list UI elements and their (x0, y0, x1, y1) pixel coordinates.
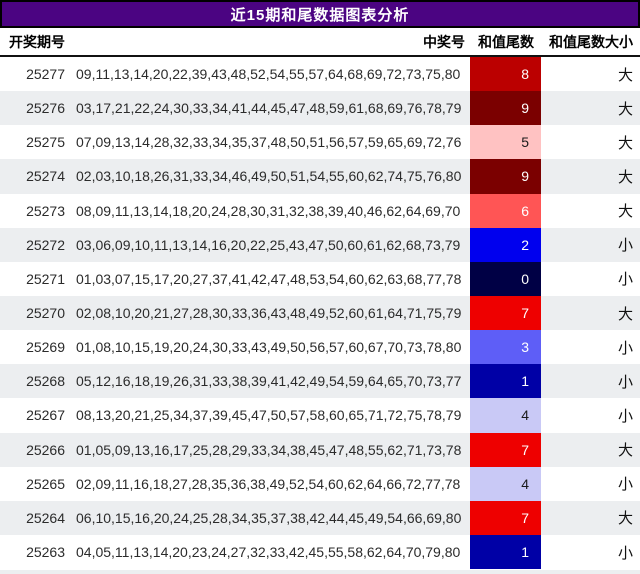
tail-value-cell: 9 (470, 159, 541, 194)
tail-value-cell: 5 (470, 125, 541, 160)
table-row: 25277 09,11,13,14,20,22,39,43,48,52,54,5… (0, 57, 640, 92)
period-cell: 25265 (26, 475, 65, 492)
period-cell: 25275 (26, 134, 65, 151)
table-row: 25274 02,03,10,18,26,31,33,34,46,49,50,5… (0, 159, 640, 194)
lottery-table: 25277 09,11,13,14,20,22,39,43,48,52,54,5… (0, 57, 640, 570)
size-cell: 大 (617, 305, 633, 323)
numbers-cell: 02,03,10,18,26,31,33,34,46,49,50,51,54,5… (76, 168, 462, 185)
table-row: 25265 02,09,11,16,18,27,28,35,36,38,49,5… (0, 466, 640, 501)
size-cell: 小 (617, 544, 633, 562)
table-row: 25264 06,10,15,16,20,24,25,28,34,35,37,3… (0, 500, 640, 535)
header-period: 开奖期号 (9, 33, 65, 50)
period-cell: 25271 (26, 270, 65, 287)
bottom-strip (0, 569, 640, 574)
tail-value-cell: 0 (470, 261, 541, 296)
size-cell: 大 (617, 134, 633, 152)
table-header: 开奖期号 中奖号 和值尾数 和值尾数大小 (0, 28, 640, 57)
tail-value-cell: 1 (470, 364, 541, 399)
size-cell: 小 (617, 407, 633, 425)
numbers-cell: 08,09,11,13,14,18,20,24,28,30,31,32,38,3… (76, 202, 461, 219)
numbers-cell: 01,05,09,13,16,17,25,28,29,33,34,38,45,4… (76, 441, 462, 458)
numbers-cell: 04,05,11,13,14,20,23,24,27,32,33,42,45,5… (76, 544, 461, 561)
header-numbers: 中奖号 (423, 33, 465, 50)
numbers-cell: 07,09,13,14,28,32,33,34,35,37,48,50,51,5… (76, 134, 462, 151)
size-cell: 小 (617, 271, 633, 289)
table-row: 25270 02,08,10,20,21,27,28,30,33,36,43,4… (0, 295, 640, 331)
page-title: 近15期和尾数据图表分析 (0, 0, 640, 28)
numbers-cell: 03,06,09,10,11,13,14,16,20,22,25,43,47,5… (76, 236, 461, 253)
size-cell: 小 (617, 476, 633, 494)
header-size: 和值尾数大小 (549, 33, 633, 50)
table-row: 25263 04,05,11,13,14,20,23,24,27,32,33,4… (0, 534, 640, 570)
table-row: 25276 03,17,21,22,24,30,33,34,41,44,45,4… (0, 91, 640, 126)
numbers-cell: 09,11,13,14,20,22,39,43,48,52,54,55,57,6… (76, 66, 461, 83)
numbers-cell: 06,10,15,16,20,24,25,28,34,35,37,38,42,4… (76, 509, 462, 526)
tail-value-cell: 6 (470, 193, 541, 228)
period-cell: 25272 (26, 236, 65, 253)
table-row: 25268 05,12,16,18,19,26,31,33,38,39,41,4… (0, 364, 640, 399)
table-row: 25267 08,13,20,21,25,34,37,39,45,47,50,5… (0, 398, 640, 433)
period-cell: 25274 (26, 168, 65, 185)
tail-value-cell: 2 (470, 227, 541, 262)
period-cell: 25266 (26, 441, 65, 458)
table-row: 25271 01,03,07,15,17,20,27,37,41,42,47,4… (0, 261, 640, 296)
size-cell: 大 (617, 168, 633, 186)
size-cell: 小 (617, 237, 633, 255)
numbers-cell: 01,08,10,15,19,20,24,30,33,43,49,50,56,5… (76, 339, 462, 356)
header-tail: 和值尾数 (478, 33, 534, 50)
table-row: 25272 03,06,09,10,11,13,14,16,20,22,25,4… (0, 227, 640, 262)
period-cell: 25268 (26, 373, 65, 390)
tail-value-cell: 7 (470, 295, 541, 331)
size-cell: 大 (617, 510, 633, 528)
table-row: 25273 08,09,11,13,14,18,20,24,28,30,31,3… (0, 193, 640, 228)
size-cell: 小 (617, 373, 633, 391)
tail-value-cell: 3 (470, 330, 541, 365)
tail-value-cell: 7 (470, 432, 541, 467)
period-cell: 25273 (26, 202, 65, 219)
numbers-cell: 02,09,11,16,18,27,28,35,36,38,49,52,54,6… (76, 475, 461, 492)
period-cell: 25269 (26, 339, 65, 356)
tail-value-cell: 7 (470, 500, 541, 535)
table-row: 25269 01,08,10,15,19,20,24,30,33,43,49,5… (0, 330, 640, 365)
size-cell: 小 (617, 339, 633, 357)
table-row: 25266 01,05,09,13,16,17,25,28,29,33,34,3… (0, 432, 640, 467)
period-cell: 25267 (26, 407, 65, 424)
period-cell: 25270 (26, 305, 65, 322)
size-cell: 大 (617, 203, 633, 221)
tail-value-cell: 1 (470, 534, 541, 570)
numbers-cell: 03,17,21,22,24,30,33,34,41,44,45,47,48,5… (76, 100, 462, 117)
numbers-cell: 01,03,07,15,17,20,27,37,41,42,47,48,53,5… (76, 270, 462, 287)
tail-value-cell: 8 (470, 57, 541, 92)
page-title-text: 近15期和尾数据图表分析 (230, 6, 410, 24)
period-cell: 25264 (26, 509, 65, 526)
size-cell: 大 (617, 66, 633, 84)
tail-value-cell: 4 (470, 466, 541, 501)
tail-value-cell: 4 (470, 398, 541, 433)
period-cell: 25277 (26, 66, 65, 83)
size-cell: 大 (617, 100, 633, 118)
numbers-cell: 05,12,16,18,19,26,31,33,38,39,41,42,49,5… (76, 373, 462, 390)
size-cell: 大 (617, 442, 633, 460)
tail-value-cell: 9 (470, 91, 541, 126)
numbers-cell: 08,13,20,21,25,34,37,39,45,47,50,57,58,6… (76, 407, 462, 424)
period-cell: 25276 (26, 100, 65, 117)
numbers-cell: 02,08,10,20,21,27,28,30,33,36,43,48,49,5… (76, 305, 462, 322)
period-cell: 25263 (26, 544, 65, 561)
table-row: 25275 07,09,13,14,28,32,33,34,35,37,48,5… (0, 125, 640, 160)
